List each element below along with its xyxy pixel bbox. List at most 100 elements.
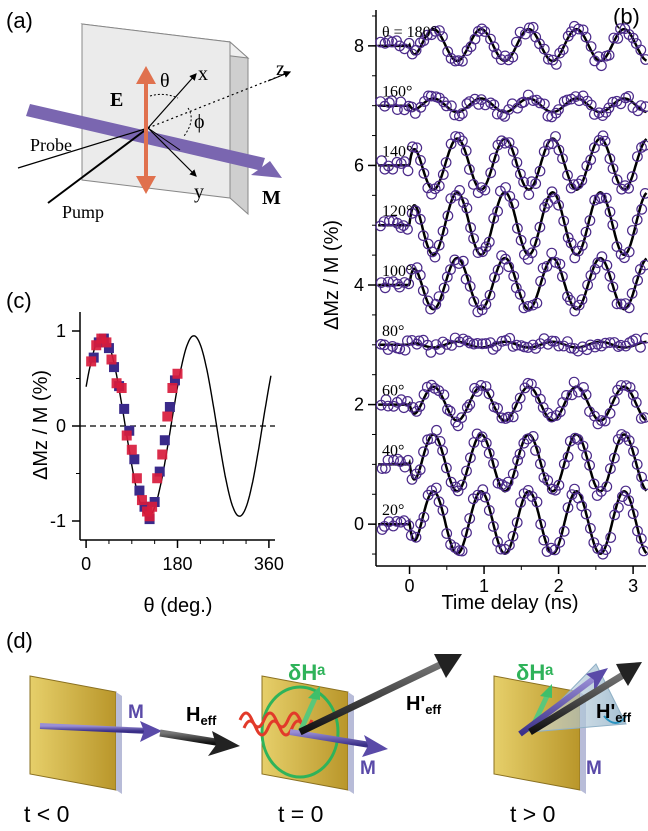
data-point <box>623 302 635 314</box>
data-point <box>627 225 638 236</box>
data-point <box>418 389 430 400</box>
time-label-positive: t > 0 <box>510 801 555 827</box>
data-point <box>375 36 387 48</box>
data-point <box>507 468 519 480</box>
data-point <box>449 55 461 67</box>
data-point-square-red <box>131 473 142 484</box>
data-point <box>399 277 410 288</box>
data-point <box>480 298 492 310</box>
data-point <box>596 251 608 263</box>
dh-arrow <box>297 694 319 734</box>
data-point <box>565 342 577 354</box>
data-point <box>433 180 445 192</box>
data-point <box>468 296 480 307</box>
z-axis-tip <box>267 70 292 82</box>
data-point <box>549 544 561 556</box>
data-point <box>441 462 452 474</box>
e-field-arrow-down-icon <box>136 176 156 194</box>
data-point <box>441 339 453 350</box>
panel-c-label: (c) <box>6 288 32 313</box>
data-point <box>414 401 426 412</box>
data-point <box>635 341 646 353</box>
heffp-arrow-2 <box>298 658 448 736</box>
m-label-2: M <box>360 758 376 779</box>
data-point-square-red <box>96 333 107 344</box>
data-point-square-red <box>152 473 163 484</box>
data-point <box>635 100 647 111</box>
slab-1 <box>29 675 117 791</box>
data-point <box>454 336 465 348</box>
data-point <box>480 381 492 392</box>
trace-40deg: 40° <box>376 424 648 501</box>
data-point <box>554 536 566 548</box>
data-point <box>585 41 597 52</box>
data-point <box>527 95 539 106</box>
data-point-square-red <box>147 501 158 512</box>
data-point <box>613 502 624 513</box>
data-point <box>502 476 514 488</box>
data-point <box>608 32 620 44</box>
data-point <box>403 520 415 531</box>
heffp-label-2: H'eff <box>406 693 442 717</box>
data-point <box>604 153 616 165</box>
data-point <box>496 412 508 424</box>
data-point <box>584 215 596 226</box>
data-point <box>441 271 453 283</box>
dh-arrow-head-icon <box>308 686 320 700</box>
trace-60deg: 60° <box>375 376 648 432</box>
data-point <box>453 55 464 66</box>
time-label-negative: t < 0 <box>24 801 69 827</box>
data-point-square-blue <box>134 485 145 496</box>
panel-c-x-tick-label: 180 <box>162 554 192 574</box>
data-point <box>388 454 400 466</box>
panel-d-schematic: (d) M Heff t < 0 δHᵃ H'eff <box>6 628 642 827</box>
data-point <box>597 110 608 121</box>
panel-c-y-tick-label: 0 <box>56 416 66 436</box>
data-point <box>407 402 419 413</box>
state-t-positive: δHᵃ H'eff M t > 0 <box>493 660 642 827</box>
data-point <box>541 261 553 272</box>
data-point <box>632 274 643 286</box>
data-point <box>402 165 414 177</box>
data-point <box>453 131 465 143</box>
data-point <box>507 51 519 63</box>
data-point-square-red <box>106 354 117 365</box>
data-point <box>547 138 558 150</box>
data-point <box>476 182 487 194</box>
data-point-square-red <box>162 411 173 422</box>
data-point-square-red <box>157 449 168 460</box>
data-point <box>399 461 411 473</box>
data-point <box>456 545 468 557</box>
data-point <box>605 463 616 475</box>
data-point <box>527 21 539 33</box>
data-point <box>464 399 476 410</box>
data-point <box>596 415 607 426</box>
y-axis-arrow <box>147 127 197 177</box>
data-point <box>562 169 573 181</box>
data-point <box>635 44 647 56</box>
data-point <box>417 230 429 242</box>
data-point <box>627 32 639 44</box>
pump-label: Pump <box>62 202 104 222</box>
panel-d-label: (d) <box>6 628 33 653</box>
data-point <box>392 453 404 465</box>
data-point <box>414 269 426 281</box>
data-point <box>511 157 523 168</box>
data-point <box>411 262 423 274</box>
precession-direction-arc <box>603 715 627 724</box>
data-point <box>418 167 430 179</box>
data-point <box>519 341 530 353</box>
data-point <box>627 508 639 520</box>
data-point <box>488 521 499 532</box>
data-point <box>523 22 535 34</box>
data-point <box>515 234 527 246</box>
z-axis-label: z <box>276 58 285 80</box>
data-point <box>376 463 388 475</box>
data-point <box>585 99 597 111</box>
trace-140deg: 140° <box>376 130 648 201</box>
data-point <box>454 110 465 122</box>
panel-a-geometry-diagram: (a) E θ x z ϕ Probe y Pump M <box>6 8 292 222</box>
data-point-square-red <box>172 368 183 379</box>
data-point <box>496 250 508 262</box>
series-label: 80° <box>382 323 404 340</box>
